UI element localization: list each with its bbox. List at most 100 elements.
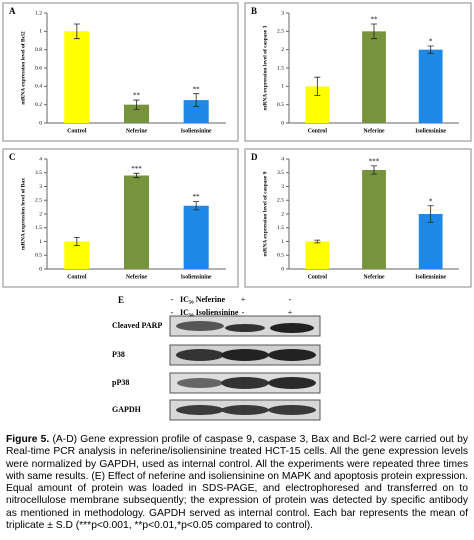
bar (123, 104, 150, 123)
condition-label: IC₅₀ Neferine (180, 295, 225, 304)
y-tick-label: 0.2 (35, 102, 42, 108)
y-axis-label: mRNA expression level of caspase 9 (262, 171, 268, 256)
bar (362, 31, 386, 123)
band (176, 405, 224, 415)
bar (123, 175, 150, 269)
error-bar (193, 93, 200, 107)
x-tick-label: Neferine (363, 274, 385, 280)
y-tick-label: 0 (39, 120, 42, 126)
y-tick-label: 0.6 (35, 65, 42, 71)
y-tick-label: 1 (281, 84, 284, 90)
x-tick-label: Neferine (126, 128, 148, 134)
x-tick-label: Control (308, 274, 328, 280)
y-tick-label: 2 (281, 211, 284, 217)
y-tick-label: 3.5 (35, 170, 42, 176)
y-tick-label: 1 (281, 239, 284, 245)
panel-label: A (9, 6, 16, 16)
y-tick-label: 3 (281, 184, 284, 190)
x-tick-label: Control (308, 128, 328, 134)
y-tick-label: 0 (281, 266, 284, 272)
error-bar (314, 239, 321, 244)
significance-label: ** (193, 193, 201, 201)
y-tick-label: 0.5 (277, 253, 284, 259)
y-tick-label: 2.5 (277, 198, 284, 204)
treatment-sign: + (288, 308, 293, 317)
caption: Figure 5. (A-D) Gene expression profile … (6, 434, 468, 532)
significance-label: * (429, 38, 433, 46)
panel-label: C (9, 152, 16, 162)
error-bar (73, 236, 80, 247)
x-tick-label: Isoliensinine (181, 274, 212, 280)
y-tick-label: 2 (281, 47, 284, 53)
y-tick-label: 3 (39, 184, 42, 190)
y-tick-label: 0 (281, 120, 284, 126)
y-tick-label: 2.5 (35, 198, 42, 204)
error-bar (193, 201, 200, 211)
error-bar (314, 76, 321, 96)
bar (64, 241, 90, 269)
y-axis-label: mRNA expression level of caspase 3 (262, 25, 268, 110)
x-tick-label: Isoliensinine (415, 274, 446, 280)
y-tick-label: 1.5 (35, 225, 42, 231)
x-tick-label: Neferine (126, 274, 148, 280)
bar (418, 214, 443, 269)
bar (305, 241, 330, 269)
band (268, 405, 316, 415)
band (176, 349, 224, 361)
panel-label: E (118, 295, 124, 305)
band (221, 405, 269, 415)
band (177, 378, 223, 388)
y-axis-label: mRNA expression level of Bax (20, 178, 26, 250)
error-bar (427, 205, 434, 223)
treatment-sign: - (171, 295, 174, 304)
bar (305, 86, 330, 123)
band (270, 323, 314, 333)
significance-label: ** (133, 92, 141, 100)
panel-label: B (251, 6, 257, 16)
band-label: GAPDH (112, 405, 142, 414)
y-tick-label: 0.5 (277, 102, 284, 108)
condition-label: IC₅₀ Isoliensinine (180, 308, 239, 317)
bar (183, 100, 209, 123)
caption-label: Figure 5. (6, 434, 50, 445)
x-tick-label: Control (67, 128, 87, 134)
x-tick-label: Neferine (363, 128, 385, 134)
error-bar (371, 23, 377, 40)
bar (183, 205, 209, 269)
band-label: Cleaved PARP (112, 321, 162, 330)
significance-label: * (429, 197, 433, 205)
band (268, 349, 316, 361)
y-tick-label: 3.5 (277, 170, 284, 176)
band (221, 377, 269, 389)
error-bar (371, 165, 377, 175)
bar (362, 170, 386, 269)
figure: E IC₅₀ Neferine- + -IC₅₀ Isoliensinine- - +Cl… (2, 2, 472, 421)
y-tick-label: 4 (281, 156, 284, 162)
significance-label: *** (131, 165, 142, 173)
band-label: P38 (112, 350, 125, 359)
y-tick-label: 0.8 (35, 47, 42, 53)
error-bar (133, 99, 140, 110)
x-tick-label: Isoliensinine (181, 128, 212, 134)
treatment-sign: + (241, 295, 246, 304)
y-tick-label: 0 (39, 266, 42, 272)
x-tick-label: Isoliensinine (415, 128, 446, 134)
band-label: pP38 (112, 378, 129, 387)
bar (64, 31, 90, 123)
treatment-sign: - (289, 295, 292, 304)
y-tick-label: 4 (39, 156, 42, 162)
y-tick-label: 2.5 (277, 29, 284, 35)
bar (418, 49, 443, 123)
x-tick-label: Control (67, 274, 87, 280)
y-tick-label: 0.5 (35, 253, 42, 259)
y-tick-label: 1 (39, 29, 42, 35)
y-tick-label: 1 (39, 239, 42, 245)
y-tick-label: 3 (281, 10, 284, 16)
y-tick-label: 0.4 (35, 84, 42, 90)
error-bar (427, 45, 434, 54)
treatment-sign: - (171, 308, 174, 317)
